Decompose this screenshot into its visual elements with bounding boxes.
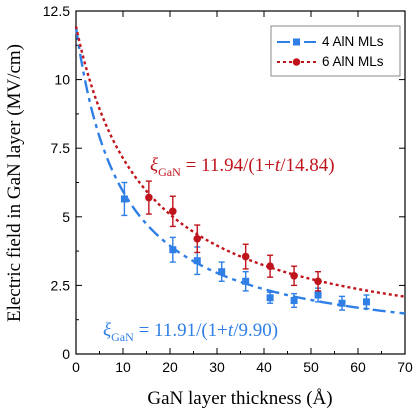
data-point-series-2 (266, 254, 274, 278)
point-marker (362, 298, 370, 306)
data-point-series-1 (338, 295, 346, 311)
point-marker (169, 207, 177, 216)
data-point-series-1 (218, 261, 226, 282)
legend-label-series-1: 4 AlN MLs (322, 34, 384, 49)
point-marker (338, 299, 346, 307)
data-point-series-1 (362, 294, 370, 310)
tick-labels: 0 10 20 30 40 50 60 70 0 2.5 5 7.5 10 12.5 (43, 3, 413, 375)
x-tick-label: 10 (115, 359, 131, 375)
y-tick-label: 0 (62, 346, 70, 362)
point-marker (193, 234, 202, 243)
annotation-fit-6-mls-symbol: ξ (150, 155, 159, 176)
point-marker (314, 277, 322, 286)
point-marker (241, 252, 250, 261)
fit-curves (74, 26, 406, 315)
data-point-series-2 (290, 265, 298, 287)
legend-samples (277, 38, 316, 66)
legend-label-series-2: 6 AlN MLs (322, 54, 384, 69)
point-marker (169, 246, 177, 254)
data-point-series-1 (266, 291, 274, 304)
y-tick-label: 10 (54, 72, 70, 88)
x-tick-label: 30 (209, 359, 225, 375)
annotation-fit-4-mls-eq: = 11.91/(1+ (134, 320, 228, 341)
axes-frame (75, 10, 406, 355)
point-marker (290, 296, 298, 304)
y-tick-label: 12.5 (43, 3, 70, 19)
data-point-series-2 (241, 243, 250, 270)
annotation-fit-4-mls-symbol: ξ (103, 320, 112, 341)
data-point-series-2 (314, 270, 322, 292)
x-tick-label: 50 (303, 359, 319, 375)
annotation-fit-6-mls-tail: /14.84) (280, 155, 334, 176)
legend-marker-series-2 (292, 58, 301, 66)
data-point-series-1 (242, 270, 250, 292)
data-point-series-1 (290, 292, 298, 309)
x-tick-label: 70 (397, 359, 413, 375)
annotation-fit-4-mls: ξGaN = 11.91/(1+t/9.90) (103, 320, 278, 344)
annotation-fit-6-mls: ξGaN = 11.94/(1+t/14.84) (150, 155, 335, 179)
point-marker (266, 294, 274, 302)
legend-marker-series-1 (293, 38, 300, 46)
x-tick-label: 60 (350, 359, 366, 375)
x-tick-label: 0 (72, 359, 80, 375)
y-tick-label: 5 (62, 209, 70, 225)
y-axis-label: Electric field in GaN layer (MV/cm) (4, 44, 25, 322)
annotation-fit-6-mls-var: t (275, 155, 281, 176)
data-point-series-1 (169, 236, 177, 263)
annotation-fit-4-mls-sub: GaN (111, 330, 134, 344)
fit-curve-series-2 (74, 26, 406, 298)
data-point-series-2 (145, 180, 153, 215)
point-marker (290, 271, 298, 280)
point-marker (218, 268, 226, 276)
annotation-fit-4-mls-var: t (228, 320, 234, 341)
x-tick-label: 20 (162, 359, 178, 375)
point-marker (120, 195, 128, 203)
fit-curve-series-1 (74, 27, 406, 315)
x-axis-label: GaN layer thickness (Å) (147, 388, 332, 409)
point-marker (266, 262, 274, 270)
data-points (120, 180, 370, 311)
y-tick-label: 7.5 (51, 140, 71, 156)
y-tick-label: 2.5 (51, 277, 71, 293)
x-tick-label: 40 (256, 359, 272, 375)
data-point-series-1 (120, 181, 128, 217)
annotation-fit-6-mls-sub: GaN (158, 165, 181, 179)
point-marker (145, 193, 153, 202)
annotation-fit-4-mls-tail: /9.90) (233, 320, 278, 341)
legend-box (270, 25, 401, 77)
point-marker (314, 291, 322, 299)
data-point-series-2 (169, 195, 177, 228)
point-marker (193, 257, 201, 265)
data-point-series-2 (193, 224, 202, 254)
point-marker (242, 277, 250, 285)
annotation-fit-6-mls-eq: = 11.94/(1+ (181, 155, 275, 176)
legend: 4 AlN MLs 6 AlN MLs (270, 25, 401, 77)
